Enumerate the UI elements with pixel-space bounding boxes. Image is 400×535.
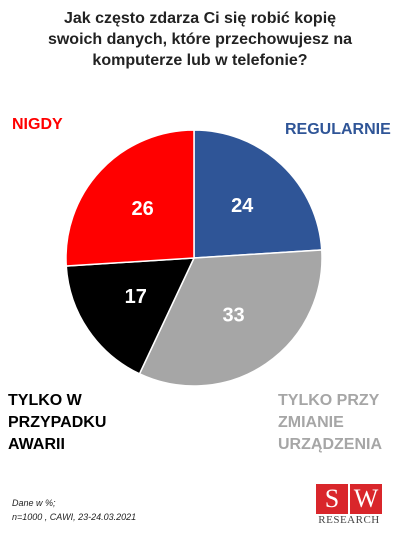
category-label: TYLKO W PRZYPADKU AWARII [8, 392, 107, 453]
logo-text: RESEARCH [318, 514, 380, 526]
category-label: TYLKO PRZY ZMIANIE URZĄDZENIA [278, 392, 382, 453]
pie-slice [65, 129, 195, 267]
pie-slice [138, 249, 323, 387]
chart-title: Jak często zdarza Ci się robić kopię swo… [47, 10, 353, 69]
category-label: NIGDY [12, 116, 63, 133]
pie-slice [65, 257, 196, 375]
value-label: 17 [125, 286, 147, 308]
logo-letter: S [316, 484, 348, 514]
value-label: 33 [222, 305, 244, 327]
value-label: 26 [132, 198, 154, 220]
source: Dane w %; n=1000 , CAWI, 23-24.03.2021 [12, 496, 136, 524]
category-label: REGULARNIE [285, 121, 391, 138]
source-line: Dane w %; [12, 498, 56, 508]
value-label: 24 [231, 195, 254, 217]
logo-letter: W [350, 484, 382, 514]
pie-slice [193, 129, 323, 259]
source-line: n=1000 , CAWI, 23-24.03.2021 [12, 512, 137, 522]
